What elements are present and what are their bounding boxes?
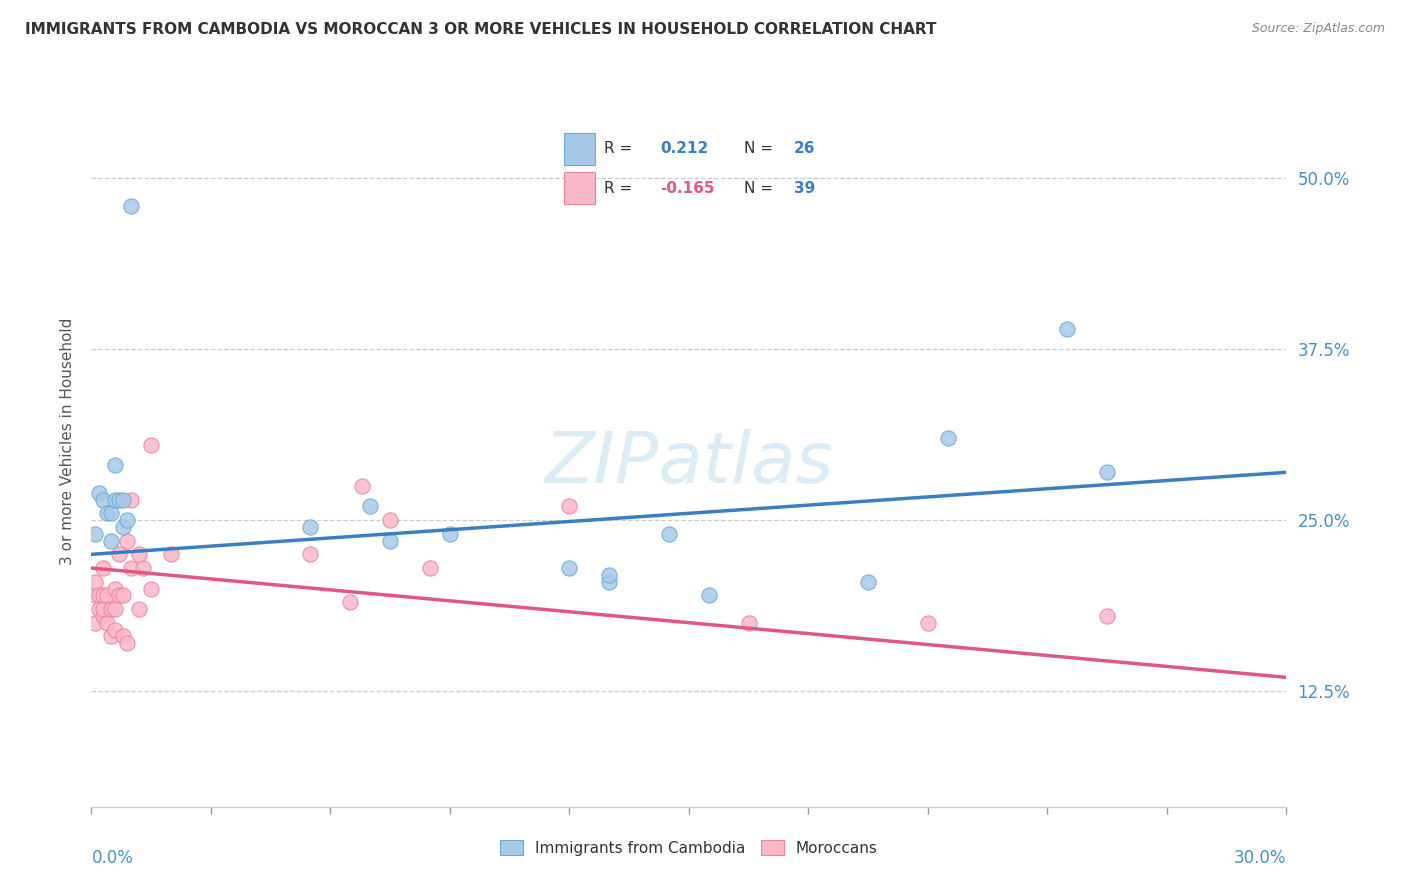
Point xyxy=(96,588,118,602)
Text: ZIPatlas: ZIPatlas xyxy=(544,429,834,498)
Point xyxy=(93,602,115,616)
Point xyxy=(93,492,115,507)
Point xyxy=(339,595,361,609)
Point xyxy=(141,438,162,452)
Point xyxy=(96,506,118,520)
Point xyxy=(108,588,131,602)
Point xyxy=(93,588,115,602)
Point xyxy=(378,513,402,527)
Point xyxy=(359,500,381,514)
Point xyxy=(84,615,107,630)
Point xyxy=(93,608,115,623)
Point xyxy=(120,199,142,213)
Point xyxy=(84,588,107,602)
Point xyxy=(128,602,150,616)
Point xyxy=(120,561,142,575)
Point xyxy=(1097,608,1119,623)
Point xyxy=(104,582,127,596)
Point xyxy=(100,602,122,616)
Point xyxy=(658,526,681,541)
Text: IMMIGRANTS FROM CAMBODIA VS MOROCCAN 3 OR MORE VEHICLES IN HOUSEHOLD CORRELATION: IMMIGRANTS FROM CAMBODIA VS MOROCCAN 3 O… xyxy=(25,22,936,37)
Point xyxy=(856,574,880,589)
Point xyxy=(93,561,115,575)
Point xyxy=(598,574,620,589)
Point xyxy=(84,574,107,589)
Point xyxy=(1097,465,1119,479)
Point xyxy=(115,533,138,548)
Point xyxy=(558,500,581,514)
Point xyxy=(100,506,122,520)
Point xyxy=(112,492,135,507)
Point xyxy=(141,582,162,596)
Point xyxy=(108,492,131,507)
Point xyxy=(112,520,135,534)
Point xyxy=(100,629,122,643)
Point xyxy=(737,615,759,630)
Point xyxy=(936,431,959,445)
Point xyxy=(419,561,441,575)
Text: 30.0%: 30.0% xyxy=(1234,849,1286,867)
Point xyxy=(115,636,138,650)
Point xyxy=(112,629,135,643)
Point xyxy=(104,623,127,637)
Point xyxy=(917,615,939,630)
Point xyxy=(352,479,374,493)
Point xyxy=(128,547,150,561)
Point xyxy=(160,547,183,561)
Point xyxy=(598,567,620,582)
Point xyxy=(112,588,135,602)
Point xyxy=(108,547,131,561)
Point xyxy=(132,561,155,575)
Text: Source: ZipAtlas.com: Source: ZipAtlas.com xyxy=(1251,22,1385,36)
Point xyxy=(115,513,138,527)
Point xyxy=(697,588,720,602)
Point xyxy=(100,533,122,548)
Point xyxy=(299,547,322,561)
Point xyxy=(378,533,402,548)
Text: 0.0%: 0.0% xyxy=(91,849,134,867)
Y-axis label: 3 or more Vehicles in Household: 3 or more Vehicles in Household xyxy=(59,318,75,566)
Point xyxy=(84,526,107,541)
Point xyxy=(439,526,461,541)
Point xyxy=(299,520,322,534)
Point xyxy=(89,588,111,602)
Point xyxy=(89,485,111,500)
Point xyxy=(104,492,127,507)
Point xyxy=(120,492,142,507)
Point xyxy=(558,561,581,575)
Legend: Immigrants from Cambodia, Moroccans: Immigrants from Cambodia, Moroccans xyxy=(494,834,884,862)
Point xyxy=(89,602,111,616)
Point xyxy=(1056,322,1078,336)
Point xyxy=(104,602,127,616)
Point xyxy=(96,615,118,630)
Point xyxy=(104,458,127,473)
